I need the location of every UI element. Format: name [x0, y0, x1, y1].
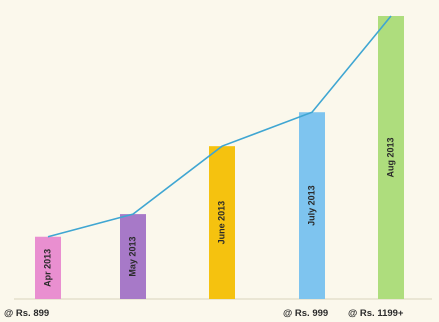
bar-aug-2013 — [378, 16, 404, 299]
bar-may-2013 — [120, 214, 146, 299]
bar-june-2013 — [209, 146, 235, 299]
bar-label-june-2013: June 2013 — [216, 201, 226, 245]
price-label-899: @ Rs. 899 — [4, 308, 49, 319]
price-label-1199: @ Rs. 1199+ — [348, 308, 404, 319]
price-label-999: @ Rs. 999 — [283, 308, 328, 319]
trend-line — [47, 15, 392, 238]
bar-label-may-2013: May 2013 — [127, 237, 137, 277]
bar-apr-2013 — [35, 236, 61, 299]
bar-labels: Apr 2013 May 2013 June 2013 July 2013 Aug 20… — [42, 137, 395, 286]
bar-label-apr-2013: Apr 2013 — [42, 249, 52, 287]
bar-july-2013 — [299, 112, 325, 299]
bar-label-aug-2013: Aug 2013 — [385, 137, 395, 177]
bar-label-july-2013: July 2013 — [306, 185, 316, 226]
bars — [35, 16, 404, 299]
